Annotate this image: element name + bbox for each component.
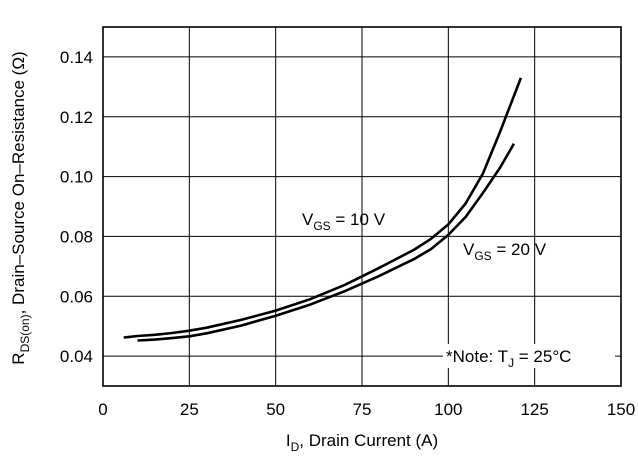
y-tick-label: 0.08 xyxy=(60,227,93,246)
x-tick-label: 25 xyxy=(180,400,199,419)
y-axis-title: RDS(on), Drain–Source On–Resistance (Ω) xyxy=(9,51,32,364)
series-layer xyxy=(124,78,521,341)
y-tick-label: 0.14 xyxy=(60,48,93,67)
x-tick-label: 125 xyxy=(520,400,548,419)
x-tick-label: 75 xyxy=(353,400,372,419)
x-tick-label: 100 xyxy=(434,400,462,419)
series-label-vgs-20: VGS = 20 V xyxy=(463,240,547,263)
y-tick-label: 0.04 xyxy=(60,347,93,366)
y-tick-label: 0.06 xyxy=(60,287,93,306)
series-line-1 xyxy=(138,144,514,341)
y-tick-label: 0.12 xyxy=(60,108,93,127)
x-tick-label: 150 xyxy=(607,400,635,419)
y-tick-labels: 0.04 0.06 0.08 0.10 0.12 0.14 xyxy=(60,48,93,366)
x-tick-labels: 0 25 50 75 100 125 150 xyxy=(98,400,635,419)
y-tick-label: 0.10 xyxy=(60,168,93,187)
series-label-vgs-10: VGS = 10 V xyxy=(302,210,386,233)
x-axis-title: ID, Drain Current (A) xyxy=(286,431,438,454)
x-tick-label: 0 xyxy=(98,400,107,419)
x-tick-label: 50 xyxy=(266,400,285,419)
